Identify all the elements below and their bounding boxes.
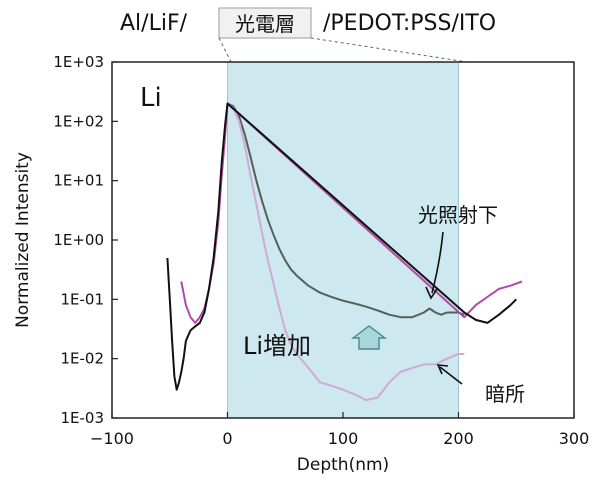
y-tick-label: 1E-03 (60, 409, 104, 427)
dark-arrow-head (436, 364, 449, 375)
element-label: Li (140, 83, 162, 113)
structure-prefix: Al/LiF/ (120, 11, 188, 36)
dark-annotation-arrow (439, 366, 463, 385)
y-tick-label: 1E+01 (53, 172, 104, 190)
structure-suffix: /PEDOT:PSS/ITO (323, 11, 496, 36)
light-annotation: 光照射下 (418, 203, 498, 227)
x-tick-label: 300 (559, 429, 590, 448)
y-axis-label: Normalized Intensity (13, 152, 33, 328)
series-line-4 (166, 102, 518, 391)
x-tick-label: 200 (443, 429, 474, 448)
y-tick-label: 1E+02 (53, 112, 104, 130)
x-tick-label: 100 (328, 429, 359, 448)
light-arrow-head (425, 286, 438, 300)
y-tick-label: 1E+00 (53, 231, 104, 249)
x-tick-label: 0 (222, 429, 232, 448)
series-line-2 (226, 102, 465, 402)
header-connector-right (310, 37, 468, 63)
y-tick-label: 1E-02 (60, 350, 104, 368)
active-layer-box (218, 7, 312, 39)
x-axis-label: Depth(nm) (297, 455, 389, 475)
header-connector-left (218, 37, 232, 63)
y-tick-label: 1E-01 (60, 290, 104, 308)
dark-annotation: 暗所 (485, 382, 525, 406)
li-increase-arrow-icon (350, 325, 388, 350)
active-layer-label: 光電層 (235, 12, 295, 36)
series-line-1 (227, 102, 465, 319)
x-tick-label: −100 (90, 429, 134, 448)
light-annotation-arrow (431, 231, 444, 294)
structure-header: Al/LiF/ 光電層 /PEDOT:PSS/ITO (120, 7, 496, 63)
li-increase-annotation: Li増加 (243, 332, 311, 360)
y-tick-label: 1E+03 (53, 53, 104, 71)
